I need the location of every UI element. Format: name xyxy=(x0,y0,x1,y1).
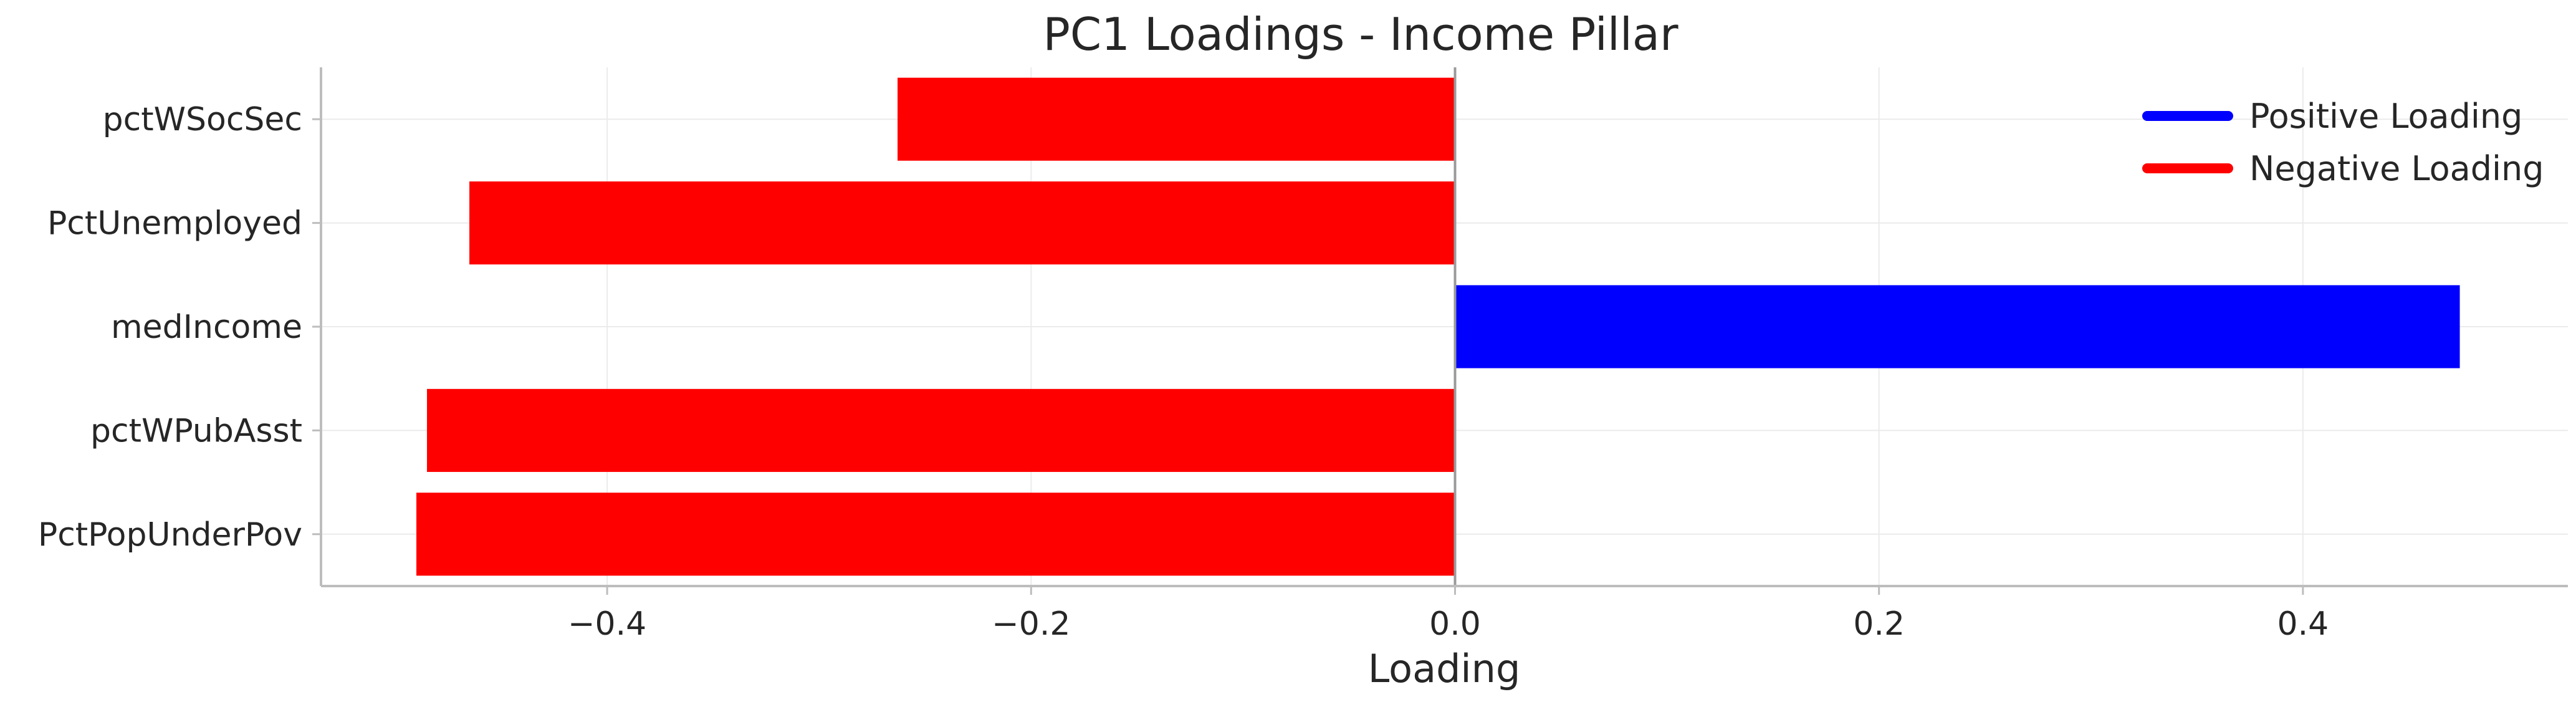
y-tick-label: PctPopUnderPov xyxy=(38,516,302,554)
bar-medIncome xyxy=(1455,285,2460,368)
x-tick-label: 0.2 xyxy=(1853,605,1905,643)
y-tick-label: PctUnemployed xyxy=(47,205,302,243)
chart-title: PC1 Loadings - Income Pillar xyxy=(1043,8,1678,60)
y-tick-label: medIncome xyxy=(111,309,302,346)
legend-label: Negative Loading xyxy=(2249,149,2544,188)
bar-PctUnemployed xyxy=(469,181,1455,265)
ticks: −0.4 −0.2 0.0 0.2 0.4 pctWSocSec PctUnemployed… xyxy=(38,101,2329,643)
x-tick-label: −0.2 xyxy=(992,605,1070,643)
y-tick-label: pctWSocSec xyxy=(103,101,302,138)
bar-pctWPubAsst xyxy=(427,388,1455,472)
x-tick-label: 0.4 xyxy=(2277,605,2329,643)
legend-label: Positive Loading xyxy=(2249,97,2522,136)
legend: Positive Loading Negative Loading xyxy=(2142,97,2544,188)
bar-PctPopUnderPov xyxy=(416,493,1455,576)
x-tick-label: 0.0 xyxy=(1429,605,1481,643)
bar-pctWSocSec xyxy=(898,77,1455,161)
x-axis-label: Loading xyxy=(1368,646,1521,691)
y-tick-label: pctWPubAsst xyxy=(90,412,302,450)
bars xyxy=(416,77,2460,576)
x-tick-label: −0.4 xyxy=(568,605,646,643)
